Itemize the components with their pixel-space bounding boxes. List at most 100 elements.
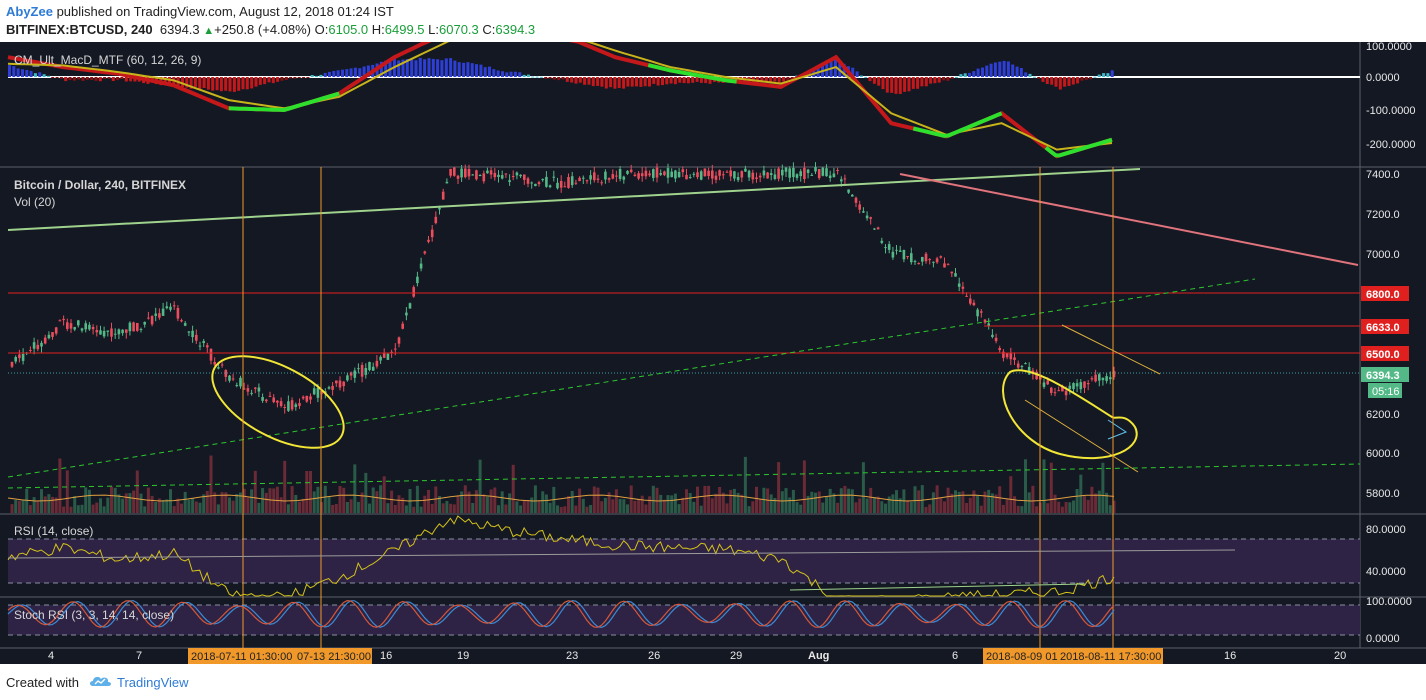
macd-histogram-bar bbox=[168, 77, 171, 86]
macd-histogram-bar bbox=[911, 77, 915, 89]
macd-histogram-bar bbox=[466, 62, 470, 77]
macd-histogram-bar bbox=[998, 61, 1002, 77]
candle-body bbox=[1016, 363, 1020, 368]
candle-body bbox=[707, 170, 710, 176]
macd-histogram-bar bbox=[124, 77, 128, 82]
dashed-support-trendline[interactable] bbox=[7, 278, 1256, 478]
macd-histogram-bar bbox=[976, 68, 980, 77]
countdown-label: 05:16 bbox=[1372, 386, 1400, 398]
wedge-lower-line[interactable] bbox=[1024, 399, 1139, 473]
candle-body bbox=[854, 197, 858, 203]
macd-histogram-bar bbox=[617, 77, 621, 88]
macd-histogram-bar bbox=[1102, 73, 1106, 77]
candle-body bbox=[699, 171, 703, 180]
descending-trendline[interactable] bbox=[899, 173, 1359, 266]
candle-body bbox=[14, 357, 17, 362]
candle-body bbox=[611, 174, 615, 179]
candle-body bbox=[880, 240, 884, 243]
volume-title: Vol (20) bbox=[14, 195, 55, 209]
candle-body bbox=[917, 263, 920, 265]
macd-histogram-bar bbox=[968, 72, 971, 77]
wedge-upper-line[interactable] bbox=[1061, 324, 1161, 375]
candle-body bbox=[910, 253, 913, 263]
macd-histogram-bar bbox=[665, 77, 669, 85]
close-label: C: bbox=[482, 22, 496, 37]
annotation-circle-july[interactable] bbox=[198, 337, 358, 466]
volume-bar bbox=[729, 489, 733, 513]
price-tick: 7200.0 bbox=[1366, 209, 1400, 221]
candle-body bbox=[762, 170, 766, 176]
candle-body bbox=[692, 173, 696, 175]
macd-histogram-bar bbox=[1028, 73, 1032, 77]
rsi-trendline[interactable] bbox=[7, 549, 1236, 559]
candle-body bbox=[943, 263, 946, 268]
volume-bar bbox=[375, 491, 379, 513]
candle-body bbox=[537, 182, 541, 185]
volume-bar bbox=[869, 487, 873, 513]
candle-body bbox=[125, 329, 128, 333]
dashed-lower-trendline[interactable] bbox=[7, 463, 1361, 489]
candle-body bbox=[77, 320, 80, 326]
ascending-trendline[interactable] bbox=[7, 168, 1141, 231]
chart-canvas[interactable]: CM_Ult_MacD_MTF (60, 12, 26, 9) Bitcoin … bbox=[0, 42, 1426, 664]
candle-body bbox=[519, 174, 522, 177]
candle-body bbox=[394, 348, 397, 350]
volume-bar bbox=[1031, 485, 1035, 513]
stoch-band bbox=[8, 605, 1360, 635]
volume-bar bbox=[264, 492, 268, 513]
candle-body bbox=[1083, 381, 1086, 388]
macd-histogram-bar bbox=[851, 67, 855, 77]
volume-bar bbox=[202, 494, 206, 513]
macd-histogram-bar bbox=[68, 77, 72, 80]
candle-body bbox=[1098, 374, 1101, 381]
date-label-bg bbox=[983, 648, 1163, 664]
macd-histogram-bar bbox=[59, 77, 63, 79]
macd-histogram-bar bbox=[1063, 77, 1067, 87]
macd-histogram-bar bbox=[29, 70, 33, 77]
candle-body bbox=[858, 204, 861, 210]
volume-bar bbox=[987, 489, 991, 513]
volume-bar bbox=[430, 504, 434, 513]
volume-bar bbox=[718, 487, 722, 513]
candle-body bbox=[220, 364, 224, 366]
candle-body bbox=[1013, 357, 1016, 360]
candle-body bbox=[493, 172, 497, 178]
author-link[interactable]: AbyZee bbox=[6, 4, 53, 19]
candle-body bbox=[158, 313, 161, 318]
macd-histogram-bar bbox=[924, 77, 928, 87]
macd-histogram-bar bbox=[583, 77, 587, 85]
macd-histogram-bar bbox=[764, 77, 768, 82]
volume-bar bbox=[205, 491, 209, 513]
macd-histogram-bar bbox=[397, 60, 401, 77]
candle-body bbox=[312, 388, 316, 395]
candle-body bbox=[1061, 385, 1064, 392]
candle-body bbox=[626, 170, 629, 174]
rsi-title: RSI (14, close) bbox=[14, 524, 93, 538]
tradingview-link[interactable]: TradingView bbox=[117, 675, 189, 690]
candle-body bbox=[810, 175, 814, 176]
candle-body bbox=[62, 318, 65, 321]
volume-bar bbox=[460, 491, 464, 513]
candle-body bbox=[803, 167, 806, 179]
candle-body bbox=[272, 397, 275, 403]
annotation-circle-august[interactable] bbox=[1002, 369, 1138, 460]
volume-bar bbox=[368, 503, 371, 513]
macd-histogram-bar bbox=[72, 77, 76, 81]
macd-histogram-bar bbox=[1076, 77, 1080, 84]
price-candles bbox=[10, 162, 1116, 414]
candle-body bbox=[865, 215, 869, 219]
tradingview-cloud-icon[interactable] bbox=[88, 673, 112, 689]
candle-body bbox=[43, 337, 47, 344]
time-tick: 4 bbox=[48, 650, 54, 662]
volume-bar bbox=[843, 485, 847, 513]
volume-bar bbox=[132, 490, 136, 513]
rsi-support-trendline[interactable] bbox=[789, 583, 1086, 591]
macd-histogram-bar bbox=[531, 76, 535, 78]
candle-body bbox=[1053, 392, 1057, 394]
volume-bar bbox=[780, 491, 784, 513]
volume-bar bbox=[301, 498, 305, 513]
candle-body bbox=[585, 180, 589, 182]
rsi-line bbox=[7, 515, 1115, 597]
candle-body bbox=[239, 377, 242, 387]
volume-bar bbox=[404, 505, 408, 513]
